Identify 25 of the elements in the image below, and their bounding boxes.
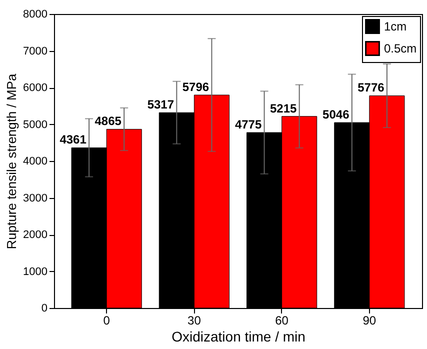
legend-label: 0.5cm: [384, 42, 417, 56]
data-label: 5317: [147, 98, 174, 112]
x-axis-title: Oxidization time / min: [172, 328, 306, 344]
x-tick-label: 90: [362, 314, 376, 328]
y-tick-label: 0: [41, 302, 48, 314]
legend-label: 1cm: [384, 20, 407, 34]
x-tick-label: 0: [103, 314, 110, 328]
y-tick-label: 1000: [23, 266, 48, 278]
data-label: 4361: [60, 132, 87, 147]
y-tick-label: 5000: [23, 118, 48, 131]
data-label: 5215: [270, 101, 298, 116]
data-label: 5796: [182, 80, 210, 94]
data-label: 5776: [358, 80, 385, 95]
y-tick-label: 4000: [23, 156, 48, 168]
y-tick-label: 3000: [23, 192, 48, 204]
y-tick-label: 2000: [23, 229, 48, 241]
x-tick-label: 60: [275, 314, 289, 328]
data-label: 4865: [94, 114, 122, 128]
y-tick-label: 6000: [23, 82, 48, 94]
y-axis-title: Rupture tensile strength / MPa: [4, 72, 20, 250]
y-tick-label: 7000: [23, 45, 48, 58]
x-tick-label: 30: [188, 314, 202, 328]
data-label: 5046: [322, 108, 350, 122]
y-tick-label: 8000: [23, 8, 48, 20]
data-label: 4775: [234, 118, 262, 132]
